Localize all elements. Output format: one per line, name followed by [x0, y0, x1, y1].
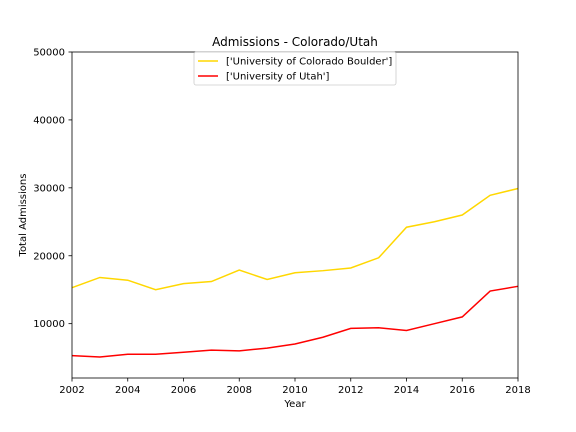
series-line-1 [72, 286, 518, 357]
x-tick-label: 2008 [227, 385, 252, 396]
x-tick-label: 2010 [282, 385, 307, 396]
axes-layer [72, 52, 518, 378]
legend-label: ['University of Utah'] [226, 72, 330, 83]
x-tick-label: 2004 [115, 385, 140, 396]
y-tick-label: 50000 [33, 48, 65, 59]
series-line-0 [72, 189, 518, 290]
x-tick-label: 2006 [171, 385, 196, 396]
x-tick-label: 2018 [505, 385, 530, 396]
x-tick-label: 2014 [394, 385, 419, 396]
y-tick-label: 40000 [33, 115, 65, 126]
x-tick-label: 2016 [450, 385, 475, 396]
y-tick-label: 30000 [33, 183, 65, 194]
y-tick-label: 20000 [33, 251, 65, 262]
plot-frame [72, 52, 518, 378]
legend: ['University of Colorado Boulder'] ['Univ… [194, 52, 396, 85]
x-axis-title: Year [283, 399, 306, 410]
chart-title: Admissions - Colorado/Utah [212, 35, 378, 49]
ticks-layer: 2002 2004 2006 2008 2010 2012 2014 2016 2018 1000… [33, 48, 531, 397]
x-tick-label: 2002 [59, 385, 84, 396]
series-layer [72, 189, 518, 357]
y-axis-title: Total Admissions [18, 174, 29, 258]
x-tick-label: 2012 [338, 385, 363, 396]
y-tick-label: 10000 [33, 319, 65, 330]
legend-label: ['University of Colorado Boulder'] [226, 57, 392, 68]
